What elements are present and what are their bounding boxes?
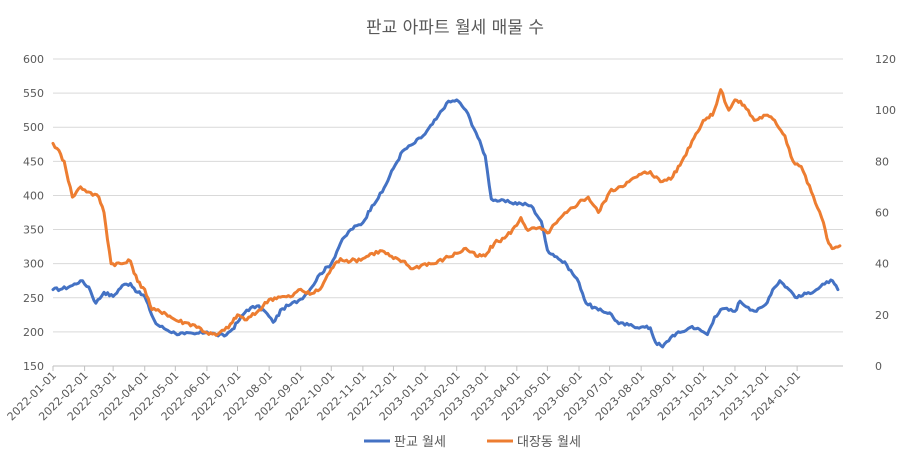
y-right-tick-label: 120 [875,53,896,66]
chart-title: 판교 아파트 월세 매물 수 [366,18,544,38]
y-right-tick-label: 80 [875,155,889,168]
y-left-tick-label: 200 [23,326,44,339]
y-right-tick-label: 100 [875,104,896,117]
y-right-tick-label: 0 [875,360,882,373]
y-left-tick-label: 150 [23,360,44,373]
y-right-tick-label: 60 [875,207,889,220]
y-axis-right: 0 20 40 60 80 100 120 [875,53,896,373]
y-left-tick-label: 400 [23,189,44,202]
series-line-1 [51,98,840,349]
y-right-tick-label: 20 [875,309,889,322]
series-line-2 [51,88,842,337]
legend: 판교 월세 대장동 월세 [364,435,581,450]
y-left-tick-label: 300 [23,258,44,271]
y-left-tick-label: 450 [23,155,44,168]
gridlines [53,58,843,367]
legend-label: 대장동 월세 [517,435,581,450]
y-right-tick-label: 40 [875,258,889,271]
y-axis-left: 150 200 250 300 350 400 450 500 550 600 [23,53,44,373]
y-left-tick-label: 600 [23,53,44,66]
series-lines [51,88,842,349]
y-left-tick-label: 350 [23,224,44,237]
y-left-tick-label: 500 [23,121,44,134]
y-left-tick-label: 250 [23,292,44,305]
y-left-tick-label: 550 [23,87,44,100]
legend-label: 판교 월세 [394,435,446,450]
